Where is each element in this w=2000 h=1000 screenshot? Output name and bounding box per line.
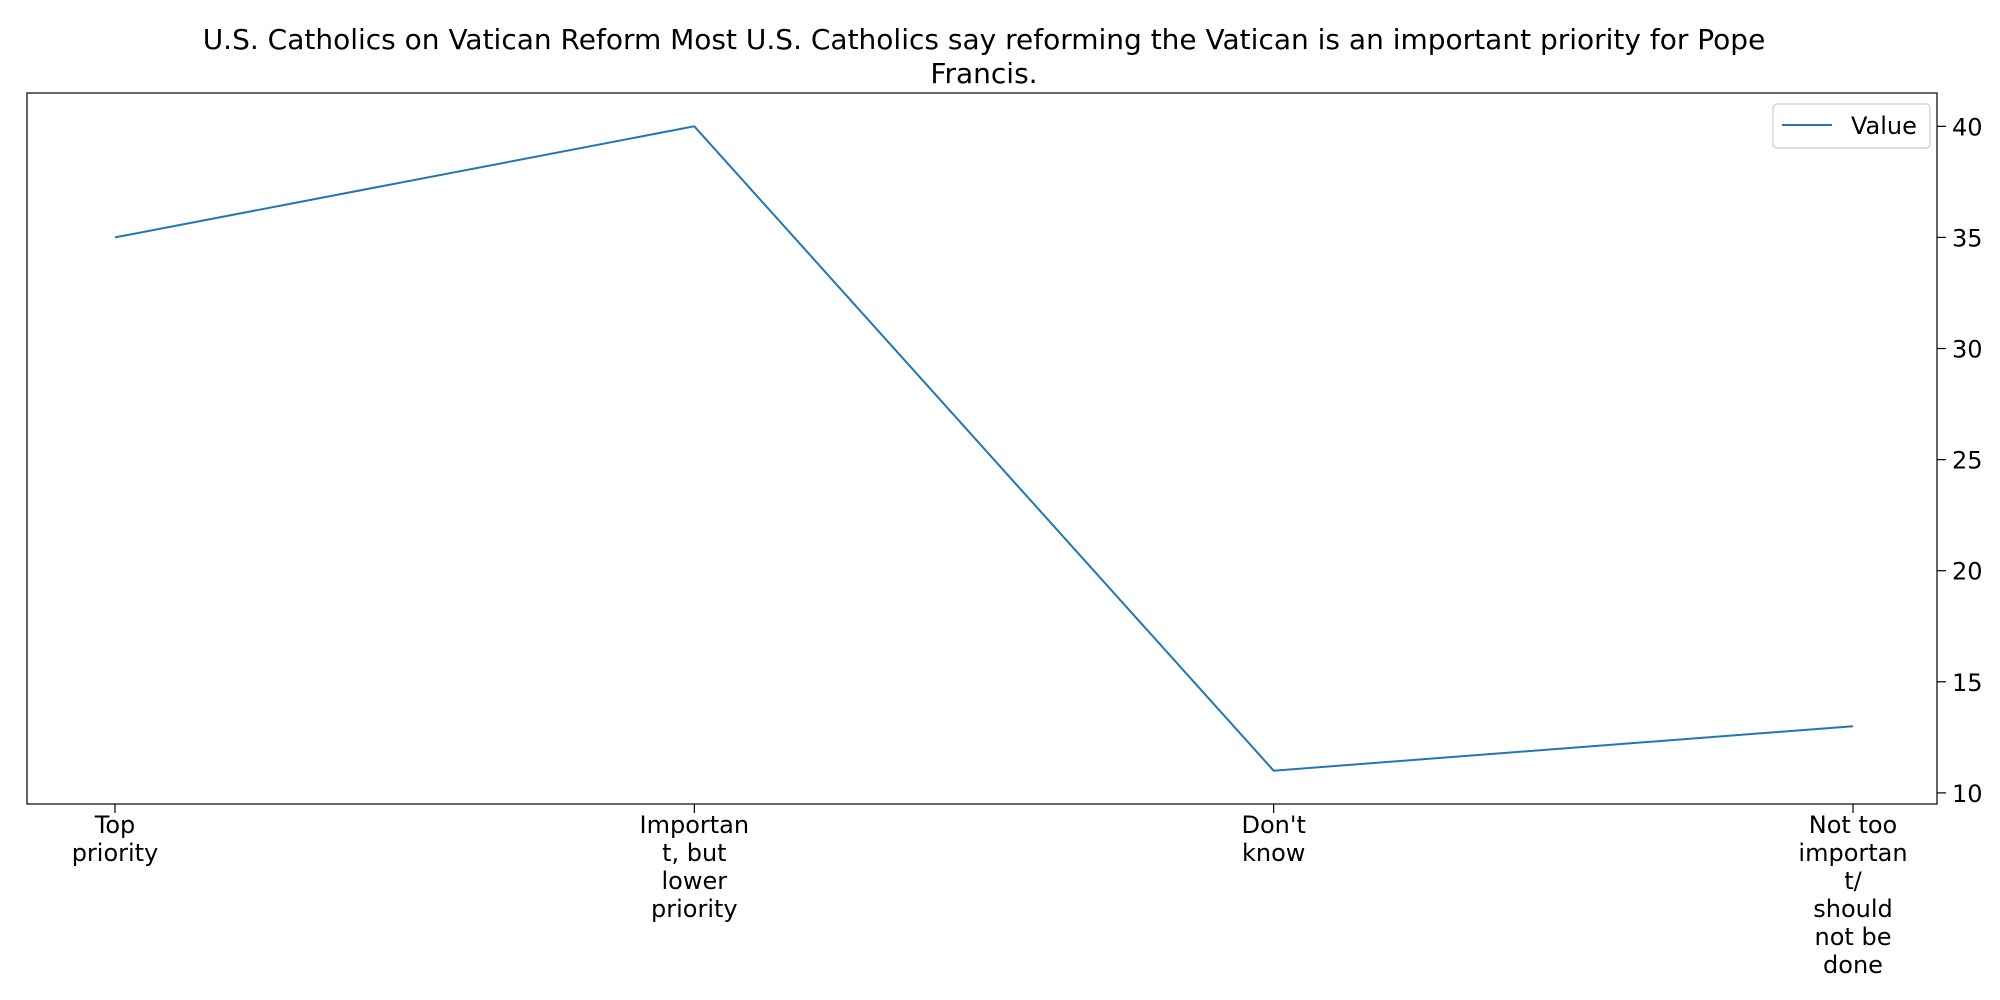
x-tick-label-line: Don't [1241,811,1305,839]
chart-legend[interactable]: Value [1772,103,1931,149]
y-tick-label: 35 [1952,224,1983,252]
chart-title: U.S. Catholics on Vatican Reform Most U.… [203,23,1766,90]
x-tick-label-line: t, but [662,839,727,867]
plot-area-frame [26,92,1938,805]
x-tick-label-line: lower [662,867,728,895]
x-tick-label-line: Top [94,811,136,839]
x-tick-label-line: importan [1798,839,1907,867]
y-tick-label: 40 [1952,113,1983,141]
x-tick-label-line: should [1813,895,1893,923]
x-tick-label-line: done [1823,951,1883,979]
y-axis-right: 10 15 20 25 30 35 40 [1937,113,1983,808]
x-tick-label-line: know [1242,839,1305,867]
chart-title-line: U.S. Catholics on Vatican Reform Most U.… [203,23,1766,56]
x-tick-label-line: priority [72,839,159,867]
x-tick-label-line: Not too [1809,811,1897,839]
y-tick-label: 20 [1952,558,1983,586]
legend-box [1772,103,1931,149]
x-tick-label-line: not be [1815,923,1892,951]
legend-label: Value [1851,112,1917,140]
series-line [114,125,1854,772]
y-tick-label: 10 [1952,780,1983,808]
x-tick-label-line: priority [651,895,738,923]
x-tick-label-line: Importan [640,811,750,839]
x-tick-label-line: t/ [1844,867,1862,895]
chart-title-line: Francis. [930,57,1037,90]
y-tick-label: 25 [1952,447,1983,475]
y-tick-label: 15 [1952,669,1983,697]
y-tick-label: 30 [1952,336,1983,364]
chart-marks [114,125,1854,772]
